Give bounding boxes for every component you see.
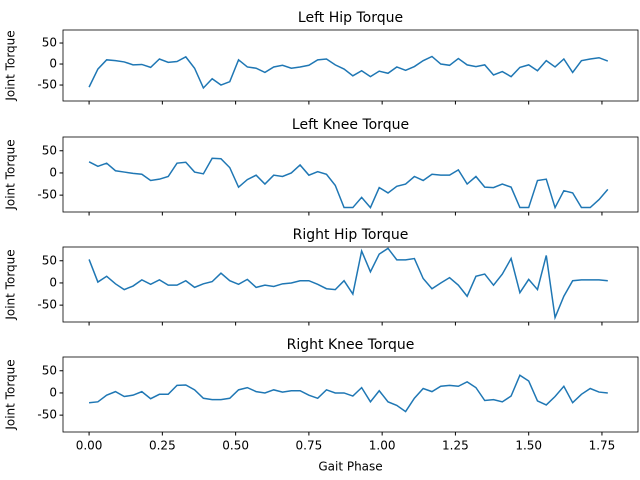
y-tick-label: 50 [42, 363, 57, 377]
y-tick-label: 50 [42, 253, 57, 267]
x-tick-label: 1.75 [589, 439, 616, 453]
y-tick-label: -50 [37, 408, 57, 422]
x-tick-label: 1.00 [369, 439, 396, 453]
x-tick-label: 1.25 [442, 439, 469, 453]
y-tick-label: 50 [42, 36, 57, 50]
y-tick-label: 0 [49, 57, 57, 71]
subplot-title: Left Hip Torque [298, 10, 403, 26]
y-tick-label: -50 [37, 78, 57, 92]
y-tick-label: 0 [49, 385, 57, 399]
y-axis-label: Joint Torque [4, 359, 18, 430]
x-tick-label: 1.50 [515, 439, 542, 453]
subplot-title: Right Hip Torque [293, 227, 409, 243]
x-axis-label: Gait Phase [318, 460, 382, 474]
line-series [88, 247, 608, 321]
axes-frame [62, 29, 639, 102]
x-tick-label: 0.50 [222, 439, 249, 453]
y-axis-label: Joint Torque [4, 249, 18, 320]
x-tick-label: 0.75 [296, 439, 323, 453]
axes-frame [62, 246, 639, 323]
y-tick-label: -50 [37, 298, 57, 312]
subplot-title: Right Knee Torque [287, 337, 415, 353]
y-tick-label: 0 [49, 165, 57, 179]
x-tick-label: 0.25 [149, 439, 176, 453]
line-series [88, 55, 609, 90]
axes-frame [62, 356, 639, 433]
y-tick-label: 50 [42, 143, 57, 157]
line-series [88, 157, 609, 210]
y-tick-label: -50 [37, 188, 57, 202]
x-tick-label: 0.00 [76, 439, 103, 453]
y-axis-label: Joint Torque [4, 139, 18, 210]
y-axis-label: Joint Torque [4, 30, 18, 101]
line-series [89, 374, 608, 413]
subplot-title: Left Knee Torque [292, 117, 409, 133]
y-tick-label: 0 [49, 275, 57, 289]
axes-frame [62, 136, 639, 213]
